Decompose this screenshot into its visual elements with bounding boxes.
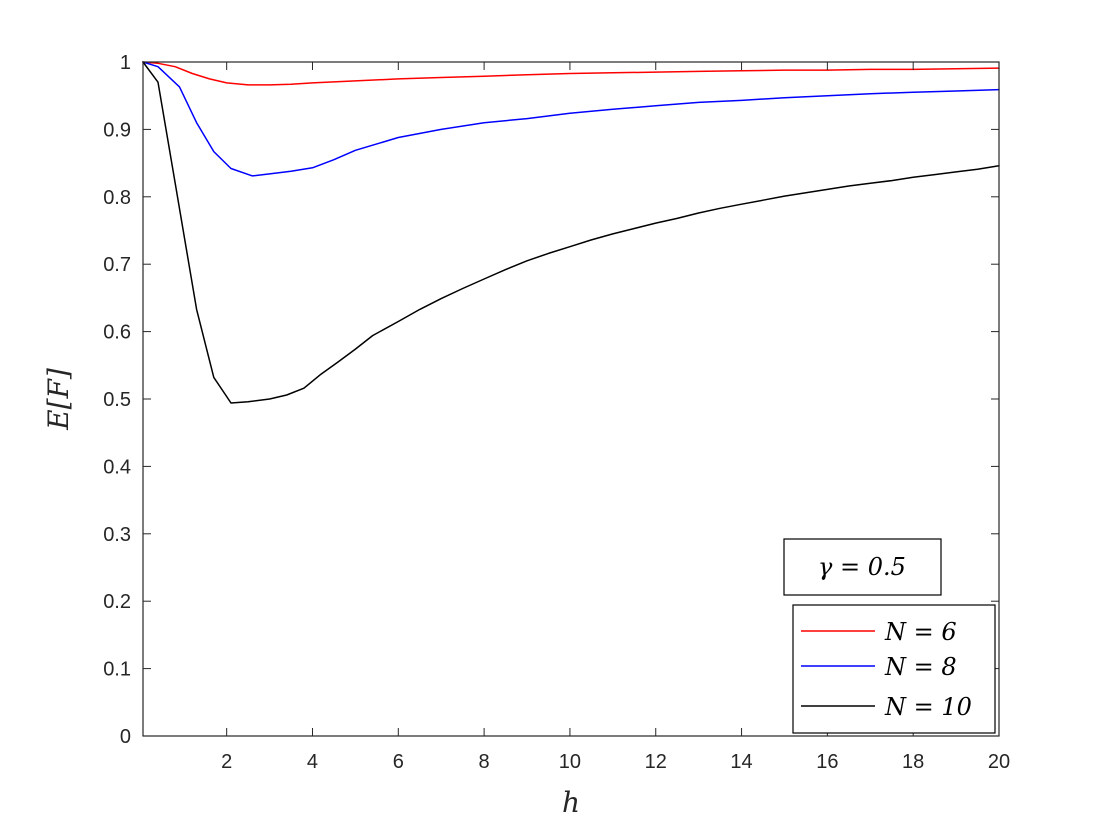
y-tick-label: 0.5 xyxy=(103,389,131,411)
annotation-frame xyxy=(783,538,942,596)
annotation-box: γ = 0.5 xyxy=(783,538,942,596)
annotation-text: γ = 0.5 xyxy=(818,553,906,581)
legend-label-n8: N = 8 xyxy=(884,653,957,681)
y-tick-label: 0.6 xyxy=(103,322,131,344)
y-tick-label: 0.4 xyxy=(103,456,131,478)
legend: N = 6 N = 8 N = 10 xyxy=(792,604,996,734)
tick-layer: 2 4 6 8 10 12 14 16 18 20 0 0.1 0.2 0.3 0.4 0.5 0.6 0.7 0.… xyxy=(103,52,1010,773)
x-tick-label: 6 xyxy=(393,751,404,773)
legend-frame xyxy=(792,604,996,734)
series-line-1 xyxy=(142,61,1000,177)
x-tick-label: 8 xyxy=(479,751,490,773)
x-tick-label: 2 xyxy=(221,751,232,773)
y-tick-label: 0.8 xyxy=(103,187,131,209)
x-tick-label: 16 xyxy=(816,751,838,773)
y-tick-label: 0.3 xyxy=(103,524,131,546)
series-line-0 xyxy=(142,61,1000,86)
y-tick-label: 0.7 xyxy=(103,254,131,276)
legend-label-n6: N = 6 xyxy=(884,618,957,646)
y-tick-label: 0.9 xyxy=(103,119,131,141)
y-tick-label: 0.1 xyxy=(103,659,131,681)
x-tick-label: 10 xyxy=(559,751,581,773)
x-tick-label: 14 xyxy=(730,751,752,773)
x-tick-label: 20 xyxy=(988,751,1010,773)
plot-frame xyxy=(142,61,1000,737)
y-axis-label: E[F] xyxy=(42,368,75,431)
y-tick-label: 0 xyxy=(120,726,131,748)
y-tick-label: 0.2 xyxy=(103,591,131,613)
x-tick-label: 4 xyxy=(307,751,318,773)
y-tick-label: 1 xyxy=(120,52,131,74)
legend-label-n10: N = 10 xyxy=(884,693,972,721)
x-tick-label: 12 xyxy=(645,751,667,773)
series-layer xyxy=(142,61,1000,404)
series-line-2 xyxy=(142,61,1000,404)
x-axis-label: h xyxy=(562,786,580,819)
x-tick-label: 18 xyxy=(902,751,924,773)
